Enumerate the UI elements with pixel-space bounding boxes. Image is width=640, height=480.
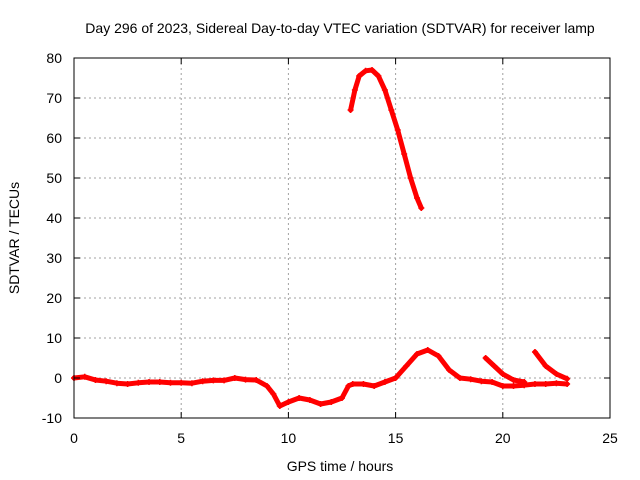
x-tick-label: 25 [602,430,618,446]
data-point [388,107,395,113]
y-tick-labels: -10 0 10 20 30 40 50 60 70 80 [42,50,62,426]
y-tick-label: 70 [46,90,62,106]
data-point [188,380,195,387]
data-point [553,380,560,387]
data-point [263,383,270,389]
data-point [356,73,363,79]
data-point [564,381,571,387]
data-point [371,383,378,389]
data-point [231,375,238,381]
data-point [392,375,399,381]
data-point [381,87,388,93]
data-point [276,403,283,409]
x-tick-label: 0 [70,430,78,446]
y-tick-label: 0 [54,370,62,386]
data-point [345,383,352,389]
plot-frame [73,57,611,419]
x-tick-label: 5 [177,430,185,446]
data-point [92,377,99,383]
data-point [210,377,217,384]
data-point [285,399,292,405]
chart-title: Day 296 of 2023, Sidereal Day-to-day VTE… [85,20,595,36]
data-point [489,379,496,385]
x-tick-labels: 0 5 10 15 20 25 [70,430,618,446]
data-point [253,377,260,383]
data-point [113,380,120,387]
data-point [510,377,517,383]
data-point [403,363,410,369]
data-point [542,381,549,387]
data-point [347,107,354,113]
data-point [221,377,228,384]
data-point [418,205,425,211]
data-point [351,87,358,93]
data-point [360,381,367,387]
y-tick-label: 10 [46,330,62,346]
data-point [339,395,345,401]
data-point [167,379,174,386]
data-point [499,371,506,377]
data-point [531,381,538,387]
data-point [375,73,382,79]
data-point [306,397,313,403]
series-arc-21h [532,349,570,382]
ticks-layer [73,57,611,419]
y-tick-label: 80 [46,50,62,66]
data-point [401,151,408,157]
data-point [124,381,131,387]
y-tick-label: 50 [46,170,62,186]
data-point [81,373,88,380]
data-point [199,378,206,385]
y-tick-label: 60 [46,130,62,146]
data-point [521,379,528,385]
data-point [296,395,303,401]
data-point [146,379,153,385]
series-layer [71,67,571,409]
data-point [362,67,369,74]
data-point [242,376,249,383]
data-point [156,379,163,385]
data-point [270,391,277,397]
data-point [407,175,414,181]
data-point [394,127,401,133]
data-point [424,347,431,353]
data-point [178,379,185,386]
data-point [499,383,506,389]
x-axis-title: GPS time / hours [287,458,394,474]
data-point [414,195,421,201]
data-point [456,375,463,381]
y-tick-label: 30 [46,250,62,266]
data-point [553,371,560,377]
data-point [510,383,517,389]
data-point [446,367,453,373]
y-tick-label: 20 [46,290,62,306]
data-point [381,379,388,385]
x-tick-label: 20 [495,430,511,446]
data-point [414,351,421,357]
data-point [564,375,571,382]
data-point [435,353,442,359]
y-tick-label: -10 [42,410,62,426]
data-point [328,399,335,405]
x-tick-label: 10 [281,430,297,446]
data-point [135,379,142,386]
x-tick-label: 15 [388,430,404,446]
data-point [103,378,110,385]
data-point [349,381,356,387]
data-point [467,376,474,383]
y-tick-label: 40 [46,210,62,226]
data-point [482,355,489,361]
data-point [491,363,498,369]
y-axis-title: SDTVAR / TECUs [6,182,22,294]
data-point [317,401,324,407]
data-point [542,363,549,369]
data-point [369,67,376,73]
data-point [478,378,485,385]
data-point [531,349,538,355]
